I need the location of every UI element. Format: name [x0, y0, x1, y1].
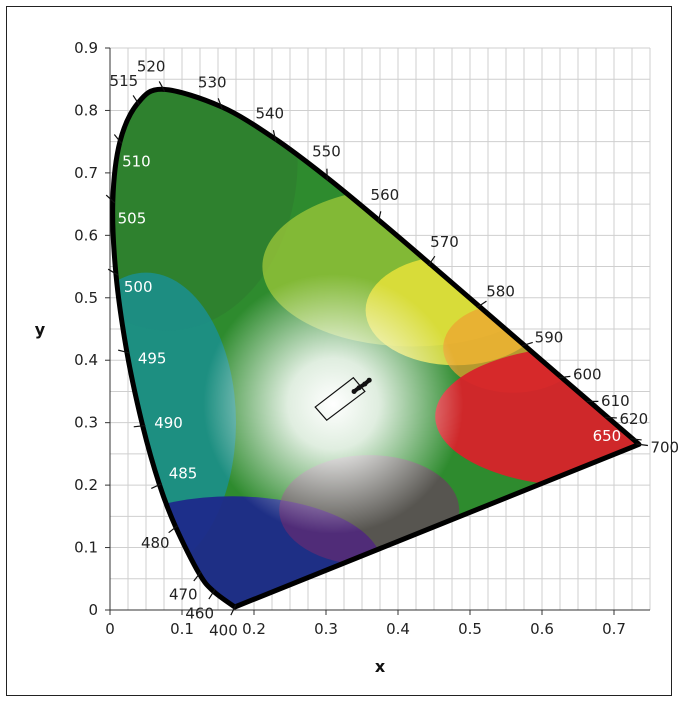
wavelength-tick [107, 268, 119, 276]
wavelength-tick [230, 604, 237, 616]
wavelength-label-510: 510 [122, 153, 151, 171]
wavelength-label-485: 485 [169, 465, 198, 483]
wavelength-tick [151, 482, 163, 490]
wavelength-label-580: 580 [486, 283, 515, 301]
y-tick-label: 0.4 [74, 351, 98, 369]
wavelength-label-400: 400 [209, 621, 238, 639]
wavelength-label-495: 495 [138, 350, 167, 368]
x-tick-label: 0 [105, 620, 115, 638]
x-axis-label: x [375, 657, 386, 676]
wavelength-tick [105, 194, 116, 204]
wavelength-tick [168, 524, 179, 534]
wavelength-label-620: 620 [620, 410, 649, 428]
white-point-marker [366, 377, 372, 383]
wavelength-tick [133, 424, 146, 428]
y-tick-label: 0.7 [74, 164, 98, 182]
y-tick-label: 0.2 [74, 476, 98, 494]
wavelength-label-550: 550 [312, 143, 341, 161]
wavelength-tick [476, 300, 487, 309]
wavelength-label-700: 700 [650, 439, 679, 457]
y-tick-label: 0.9 [74, 39, 98, 57]
wavelength-tick [377, 211, 382, 223]
wavelength-label-610: 610 [601, 392, 630, 410]
wavelength-tick [272, 130, 277, 142]
wavelength-tick [132, 95, 140, 106]
y-tick-label: 0.8 [74, 101, 98, 119]
wavelength-label-480: 480 [141, 534, 170, 552]
y-tick-label: 0.3 [74, 414, 98, 432]
wavelength-label-490: 490 [154, 414, 183, 432]
wavelength-tick [521, 341, 533, 347]
wavelength-label-540: 540 [255, 105, 284, 123]
tolerance-region-box [314, 376, 366, 421]
y-tick-label: 0.5 [74, 289, 98, 307]
white-region [203, 273, 464, 534]
wavelength-label-560: 560 [371, 186, 400, 204]
wavelength-label-590: 590 [535, 328, 564, 346]
wavelength-tick [636, 443, 648, 447]
markers [314, 376, 372, 421]
wavelength-tick [605, 416, 617, 419]
x-tick-label: 0.6 [530, 620, 554, 638]
wavelength-tick [158, 81, 166, 92]
wavelength-tick [113, 134, 123, 145]
white-point-marker [356, 385, 362, 391]
green-region [112, 89, 298, 331]
y-tick-label: 0 [88, 601, 98, 619]
y-tick-label: 0.6 [74, 226, 98, 244]
cyan-region [112, 272, 236, 573]
wavelength-label-500: 500 [124, 278, 153, 296]
x-tick-label: 0.1 [170, 620, 194, 638]
wavelength-label-460: 460 [185, 604, 214, 622]
wavelength-label-530: 530 [198, 73, 227, 91]
wavelength-label-650: 650 [593, 427, 622, 445]
white-point-curve [352, 378, 372, 394]
wavelength-tick [427, 255, 436, 267]
wavelength-tick [629, 437, 642, 441]
wavelength-label-570: 570 [430, 233, 459, 251]
x-tick-label: 0.2 [242, 620, 266, 638]
white-point-marker [362, 381, 368, 387]
color-gamut-fill [112, 89, 639, 608]
x-tick-label: 0.7 [602, 620, 626, 638]
x-tick-label: 0.5 [458, 620, 482, 638]
wavelength-tick [193, 571, 202, 582]
wavelength-tick [208, 588, 216, 600]
x-tick-label: 0.3 [314, 620, 338, 638]
wavelength-tick [217, 98, 223, 110]
white-point-marker [351, 388, 357, 394]
wavelength-label-520: 520 [137, 57, 166, 75]
y-tick-label: 0.1 [74, 539, 98, 557]
wavelength-label-505: 505 [118, 210, 147, 228]
y-axis-label: y [35, 320, 46, 339]
wavelength-label-515: 515 [110, 72, 139, 90]
wavelength-tick [118, 349, 130, 354]
axes: 0 0.1 0.2 0.3 0.4 0.5 0.6 0.7 0 0.1 0.2 0.3 0.4 0.5 0.… [74, 39, 650, 638]
wavelength-tick [558, 375, 571, 379]
x-tick-label: 0.4 [386, 620, 410, 638]
red-region [435, 346, 639, 487]
wavelength-label-600: 600 [573, 365, 602, 383]
wavelength-label-470: 470 [169, 585, 198, 603]
